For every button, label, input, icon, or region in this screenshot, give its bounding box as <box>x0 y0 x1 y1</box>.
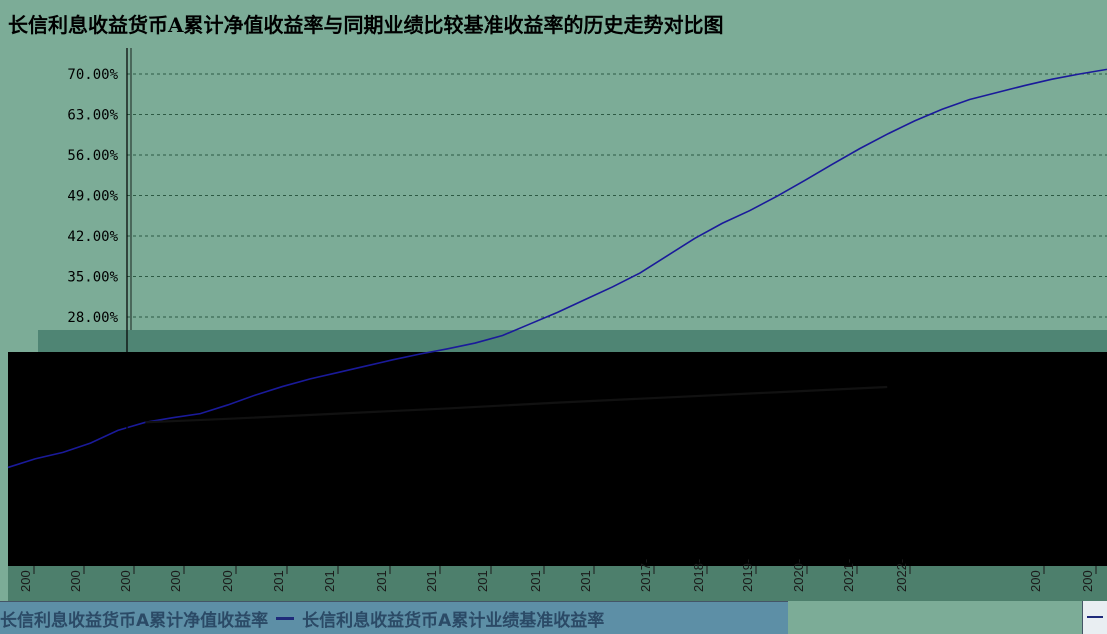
legend-label-nav: 长信利息收益货币A累计净值收益率 <box>0 610 269 631</box>
x-tick-label: 200 <box>168 570 183 592</box>
legend-item-nav: 长信利息收益货币A累计净值收益率 <box>0 606 268 631</box>
x-tick-label: 200 <box>118 570 133 592</box>
legend-swatch-benchmark <box>276 616 295 620</box>
x-tick-label: 201 <box>475 570 490 592</box>
y-tick-label: 35.00% <box>67 270 118 286</box>
x-tick-label: 2017- <box>638 559 653 592</box>
chart-title: 长信利息收益货币A累计净值收益率与同期业绩比较基准收益率的历史走势对比图 <box>8 13 724 37</box>
legend-key-line <box>1087 616 1103 618</box>
legend-item-benchmark: 长信利息收益货币A累计业绩基准收益率 <box>276 606 604 631</box>
x-tick-label: 2018- <box>691 559 706 592</box>
x-axis-ticks: 200 200 200 200 200 201 201 201 201 201 201 201 2017… <box>18 559 1097 592</box>
legend: 长信利息收益货币A累计净值收益率 长信利息收益货币A累计业绩基准收益率 <box>0 601 788 634</box>
x-tick-label: 201 <box>578 570 593 592</box>
x-tick-label: 200 <box>1080 570 1095 592</box>
x-tick-label: 201 <box>374 570 389 592</box>
y-tick-label: 56.00% <box>67 148 118 164</box>
series-lines <box>7 68 1107 469</box>
band-top <box>38 330 1107 354</box>
x-tick-label: 200 <box>18 570 33 592</box>
black-band <box>8 352 1107 568</box>
series-line-1 <box>145 385 888 424</box>
x-tick-label: 201 <box>528 570 543 592</box>
series-line-0 <box>7 68 1107 469</box>
x-tick-label: 2020- <box>791 559 806 592</box>
x-tick-label: 2022- <box>894 559 909 592</box>
x-tick-label: 201 <box>322 570 337 592</box>
gridlines <box>127 73 1107 318</box>
occlusion-band <box>8 330 1107 601</box>
legend-key-box <box>1082 601 1107 634</box>
y-tick-label: 70.00% <box>67 67 118 83</box>
legend-label-benchmark: 长信利息收益货币A累计业绩基准收益率 <box>302 610 605 631</box>
y-tick-label: 42.00% <box>67 229 118 245</box>
x-tick-label: 2021- <box>841 559 856 592</box>
x-tick-label: 201 <box>271 570 286 592</box>
x-tick-label: 200 <box>220 570 235 592</box>
x-axis-strip <box>8 566 1107 601</box>
x-tick-label: 2019- <box>740 559 755 592</box>
x-tick-label: 200 <box>68 570 83 592</box>
x-tick-label: 201 <box>424 570 439 592</box>
y-tick-label: 49.00% <box>67 189 118 205</box>
x-tick-label: 200 <box>1028 570 1043 592</box>
y-axis-ticks: 70.00% 63.00% 56.00% 49.00% 42.00% 35.00% 28.0… <box>67 67 118 326</box>
y-tick-label: 28.00% <box>67 310 118 326</box>
y-tick-label: 63.00% <box>67 108 118 124</box>
